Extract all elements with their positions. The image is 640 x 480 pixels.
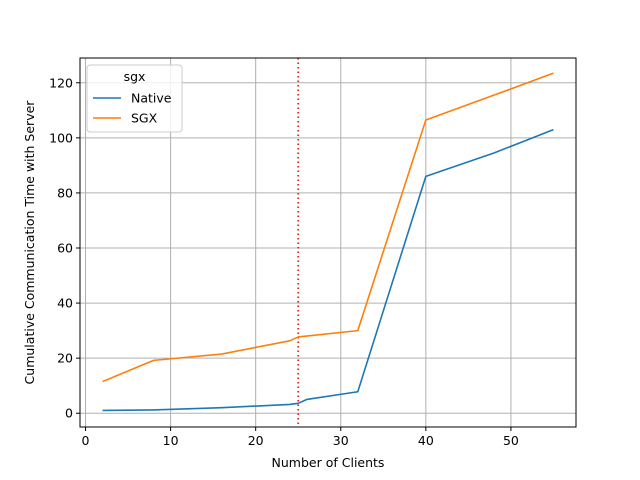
y-tick-label: 80 <box>57 185 73 200</box>
x-tick-label: 10 <box>163 433 179 448</box>
y-tick-label: 40 <box>57 296 73 311</box>
x-axis-ticks: 0 10 20 30 40 50 <box>82 427 519 448</box>
legend-title: sgx <box>124 69 146 84</box>
x-tick-label: 30 <box>333 433 349 448</box>
plot-frame <box>79 57 577 428</box>
y-tick-label: 0 <box>65 406 73 421</box>
y-tick-label: 20 <box>57 351 73 366</box>
legend: sgx Native SGX <box>86 64 183 133</box>
y-axis-ticks: 0 20 40 60 80 100 120 <box>49 75 80 421</box>
y-tick-label: 100 <box>49 130 73 145</box>
series-lines <box>102 72 554 412</box>
x-tick-label: 20 <box>248 433 264 448</box>
x-axis-label: Number of Clients <box>272 455 385 470</box>
legend-label-sgx: SGX <box>131 111 158 126</box>
x-tick-label: 50 <box>503 433 519 448</box>
y-tick-label: 120 <box>49 75 73 90</box>
legend-label-native: Native <box>131 91 172 106</box>
x-tick-label: 0 <box>82 433 90 448</box>
y-axis-label: Cumulative Communication Time with Serve… <box>22 100 37 385</box>
x-tick-label: 40 <box>418 433 434 448</box>
y-tick-label: 60 <box>57 241 73 256</box>
series-line-sgx <box>102 72 554 383</box>
legend-frame <box>86 64 183 133</box>
series-line-native <box>102 128 554 412</box>
